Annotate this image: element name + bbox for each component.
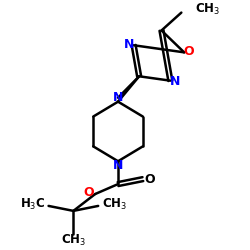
Text: CH$_3$: CH$_3$ <box>102 198 127 212</box>
Text: N: N <box>113 91 123 104</box>
Text: O: O <box>144 172 155 186</box>
Text: O: O <box>184 45 194 58</box>
Text: N: N <box>170 75 180 88</box>
Text: N: N <box>113 159 123 172</box>
Text: H$_3$C: H$_3$C <box>20 198 46 212</box>
Text: N: N <box>124 38 134 51</box>
Text: CH$_3$: CH$_3$ <box>195 2 220 17</box>
Text: CH$_3$: CH$_3$ <box>61 233 86 248</box>
Text: O: O <box>83 186 94 198</box>
